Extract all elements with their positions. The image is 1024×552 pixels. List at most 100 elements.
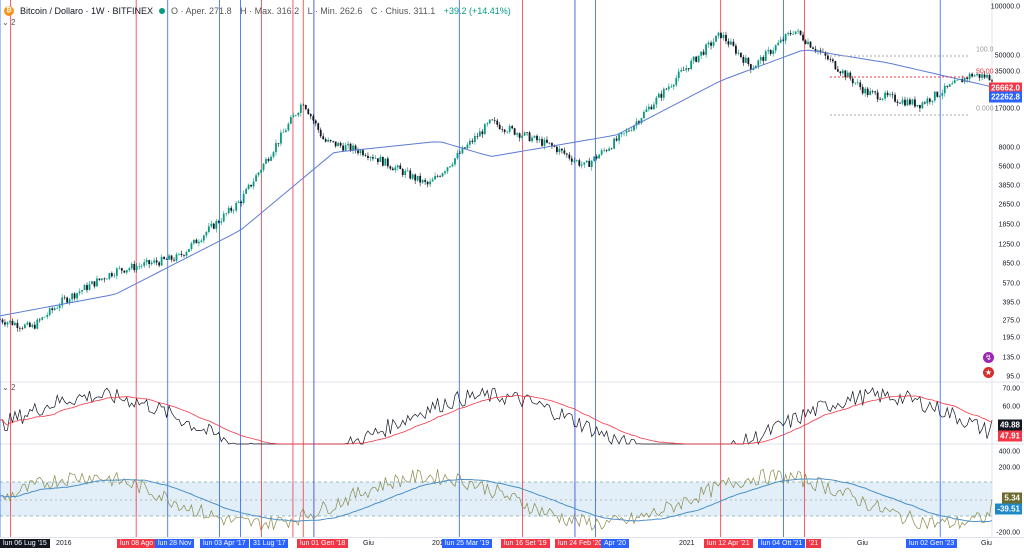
candle-body bbox=[227, 207, 230, 214]
candle-body bbox=[294, 115, 297, 116]
candle-body bbox=[468, 140, 471, 145]
candle-body bbox=[73, 293, 76, 299]
candle-body bbox=[680, 70, 683, 72]
candle-body bbox=[421, 180, 424, 183]
time-axis[interactable]: lun 06 Lug '15 2016 lun 08 Ago lun 28 No… bbox=[0, 537, 1024, 552]
candle-body bbox=[541, 139, 543, 146]
candle-body bbox=[700, 51, 703, 56]
candle-body bbox=[466, 144, 469, 149]
candle-body bbox=[784, 34, 787, 41]
candle-body bbox=[483, 124, 486, 135]
pane-collapse-toggle[interactable]: ⌄ 2 bbox=[2, 18, 16, 27]
chart-canvas[interactable] bbox=[0, 0, 1024, 537]
candle-body bbox=[120, 268, 123, 271]
candle-body bbox=[414, 174, 417, 181]
candle-body bbox=[389, 166, 392, 169]
candle-body bbox=[51, 308, 54, 310]
candle-body bbox=[744, 57, 747, 63]
candle-body bbox=[125, 270, 128, 273]
candle-body bbox=[180, 253, 183, 256]
candle-body bbox=[697, 55, 700, 62]
price-tick: 3850.0 bbox=[998, 182, 1020, 190]
candle-body bbox=[757, 60, 760, 66]
candle-body bbox=[339, 143, 342, 146]
fib-level-50: 50.00 bbox=[976, 68, 994, 76]
candle-body bbox=[859, 82, 862, 88]
candle-body bbox=[36, 319, 39, 329]
candle-body bbox=[26, 322, 29, 325]
time-tag: 31 Lug '17 bbox=[250, 539, 289, 548]
candle-body bbox=[454, 158, 456, 165]
candle-body bbox=[613, 138, 615, 149]
candle-body bbox=[986, 75, 988, 78]
candle-body bbox=[416, 175, 419, 181]
candle-body bbox=[951, 83, 954, 85]
candle-body bbox=[881, 98, 884, 100]
rsi-tick: 60.00 bbox=[1002, 403, 1020, 411]
ohlc-values: O · Aper. 271.8 H · Max. 316.2 L · Min. … bbox=[171, 6, 517, 16]
candle-body bbox=[839, 71, 842, 74]
candle-body bbox=[235, 202, 238, 211]
candle-body bbox=[96, 278, 98, 287]
candle-body bbox=[844, 70, 847, 78]
pane-collapse-toggle[interactable]: ⌄ 2 bbox=[2, 383, 16, 392]
osc-tick: -200.00 bbox=[996, 529, 1020, 537]
candle-body bbox=[690, 60, 693, 70]
candle-body bbox=[429, 181, 432, 185]
candle-body bbox=[123, 270, 126, 273]
candle-body bbox=[16, 322, 19, 329]
candle-body bbox=[593, 156, 596, 161]
candle-body bbox=[411, 174, 414, 179]
candle-body bbox=[764, 51, 767, 61]
candle-body bbox=[933, 91, 936, 101]
price-axis[interactable]: 100000.0 50000.0 35000.0 17000.0 8000.0 … bbox=[989, 0, 1024, 537]
us-flag-icon[interactable]: ★ bbox=[983, 367, 994, 378]
candle-body bbox=[767, 50, 770, 52]
candle-body bbox=[11, 320, 14, 326]
price-tick: 17000.0 bbox=[994, 105, 1020, 113]
candle-body bbox=[225, 213, 228, 214]
candle-body bbox=[657, 93, 660, 98]
price-tick: 95.0 bbox=[1006, 373, 1020, 381]
candle-body bbox=[401, 169, 404, 176]
symbol-title[interactable]: Bitcoin / Dollaro · 1W · BITFINEX bbox=[20, 6, 154, 16]
candle-body bbox=[143, 262, 146, 266]
candle-body bbox=[115, 268, 118, 276]
candle-body bbox=[762, 57, 765, 61]
candle-body bbox=[923, 102, 926, 104]
candle-body bbox=[834, 61, 837, 70]
candle-body bbox=[633, 125, 635, 131]
candle-body bbox=[605, 150, 608, 151]
open-value: O · Aper. 271.8 bbox=[171, 6, 232, 16]
candle-body bbox=[824, 52, 827, 56]
candle-body bbox=[369, 157, 372, 158]
candle-body bbox=[215, 220, 218, 229]
candle-body bbox=[140, 265, 143, 267]
alert-icon[interactable]: ↯ bbox=[983, 352, 994, 363]
candle-body bbox=[128, 268, 131, 271]
time-tag: lun 28 Nov bbox=[155, 539, 195, 548]
candle-body bbox=[866, 88, 869, 95]
price-tick: 2650.0 bbox=[998, 201, 1020, 209]
candle-body bbox=[710, 42, 712, 46]
candle-body bbox=[742, 56, 745, 63]
candle-body bbox=[285, 130, 287, 133]
candle-body bbox=[831, 59, 834, 62]
candle-body bbox=[501, 129, 504, 130]
rsi-ma-line bbox=[0, 394, 993, 445]
candle-body bbox=[78, 291, 81, 294]
candle-body bbox=[66, 297, 69, 303]
candle-body bbox=[667, 86, 670, 90]
candle-body bbox=[436, 176, 439, 177]
candle-body bbox=[88, 284, 91, 290]
candle-body bbox=[173, 259, 175, 261]
time-label: 2019 bbox=[432, 540, 448, 547]
price-tick: 50000.0 bbox=[994, 52, 1020, 60]
candle-body bbox=[459, 153, 461, 154]
candle-body bbox=[220, 221, 223, 223]
candle-body bbox=[590, 160, 593, 167]
candle-body bbox=[956, 79, 959, 81]
candle-body bbox=[461, 147, 464, 154]
candle-body bbox=[222, 213, 225, 222]
candle-body bbox=[804, 40, 807, 45]
